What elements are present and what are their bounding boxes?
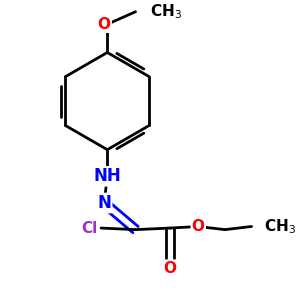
Text: CH$_3$: CH$_3$ [150, 2, 181, 21]
Text: O: O [164, 261, 176, 276]
Text: NH: NH [93, 167, 121, 185]
Text: CH$_3$: CH$_3$ [264, 217, 296, 236]
Text: O: O [98, 17, 111, 32]
Text: O: O [192, 219, 205, 234]
Text: N: N [97, 194, 111, 212]
Text: Cl: Cl [82, 220, 98, 236]
